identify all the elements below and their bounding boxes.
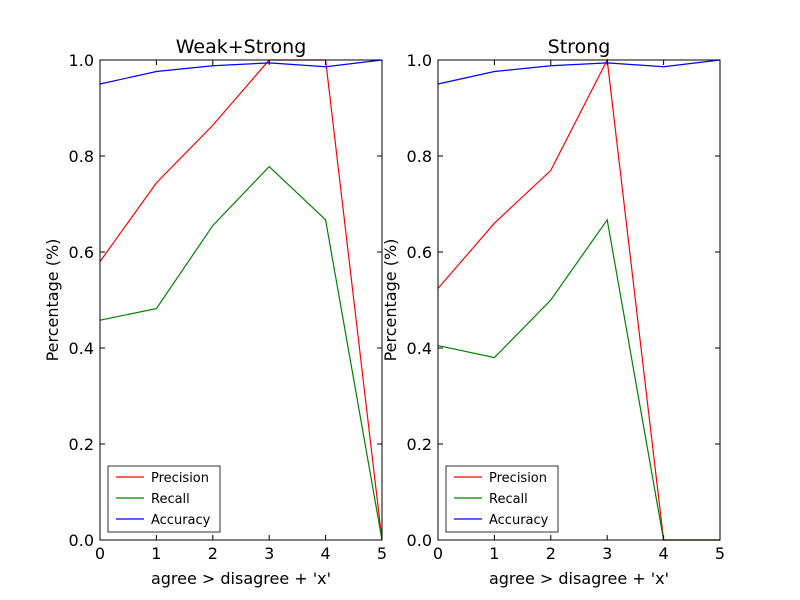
axes-frame	[99, 59, 383, 541]
chart-panel-2: 0 1 2 3 4 5 0.0 0.2 0.4 0.6 0.8 1.0 Strong agree > di…	[381, 36, 725, 588]
x-tick-label: 2	[546, 544, 556, 563]
y-tick-label: 1.0	[69, 51, 94, 70]
x-axis-label: agree > disagree + 'x'	[489, 569, 669, 588]
x-tick-label: 2	[208, 544, 218, 563]
legend: Precision Recall Accuracy	[107, 465, 221, 533]
legend-label-accuracy: Accuracy	[489, 513, 549, 528]
y-tick-label: 1.0	[407, 51, 432, 70]
y-tick-label: 0.6	[407, 243, 432, 262]
x-tick-label: 1	[489, 544, 499, 563]
x-tick-label: 3	[264, 544, 274, 563]
legend-label-accuracy: Accuracy	[151, 513, 211, 528]
legend-label-precision: Precision	[151, 471, 209, 486]
x-tick-label: 5	[715, 544, 725, 563]
chart-title: Strong	[548, 36, 611, 58]
series-line-recall	[99, 165, 383, 541]
axes-frame	[437, 59, 721, 541]
series-line-precision	[99, 59, 383, 541]
y-tick-label: 0.4	[69, 339, 94, 358]
series-line-accuracy	[99, 59, 383, 85]
series-line-accuracy	[437, 59, 721, 85]
y-tick-label: 0.8	[69, 147, 94, 166]
x-tick-label: 4	[659, 544, 669, 563]
y-tick-label: 0.2	[407, 435, 432, 454]
x-tick-label: 0	[95, 544, 105, 563]
y-tick-label: 0.4	[407, 339, 432, 358]
legend-label-recall: Recall	[151, 492, 190, 507]
y-tick-label: 0.8	[407, 147, 432, 166]
x-tick-label: 4	[321, 544, 331, 563]
legend-label-precision: Precision	[489, 471, 547, 486]
x-tick-label: 3	[602, 544, 612, 563]
chart-panel-1: 0 1 2 3 4 5 0.0 0.2 0.4 0.6 0.8 1.0 Weak+Strong agree…	[43, 36, 387, 588]
y-tick-label: 0.0	[69, 531, 94, 550]
x-axis-label: agree > disagree + 'x'	[151, 569, 331, 588]
y-tick-label: 0.2	[69, 435, 94, 454]
y-axis-label: Percentage (%)	[381, 239, 400, 362]
legend-label-recall: Recall	[489, 492, 528, 507]
y-axis-label: Percentage (%)	[43, 239, 62, 362]
x-tick-label: 1	[151, 544, 161, 563]
legend: Precision Recall Accuracy	[445, 465, 559, 533]
y-tick-label: 0.0	[407, 531, 432, 550]
x-tick-label: 5	[377, 544, 387, 563]
chart-title: Weak+Strong	[176, 36, 307, 58]
y-tick-label: 0.6	[69, 243, 94, 262]
x-tick-label: 0	[433, 544, 443, 563]
